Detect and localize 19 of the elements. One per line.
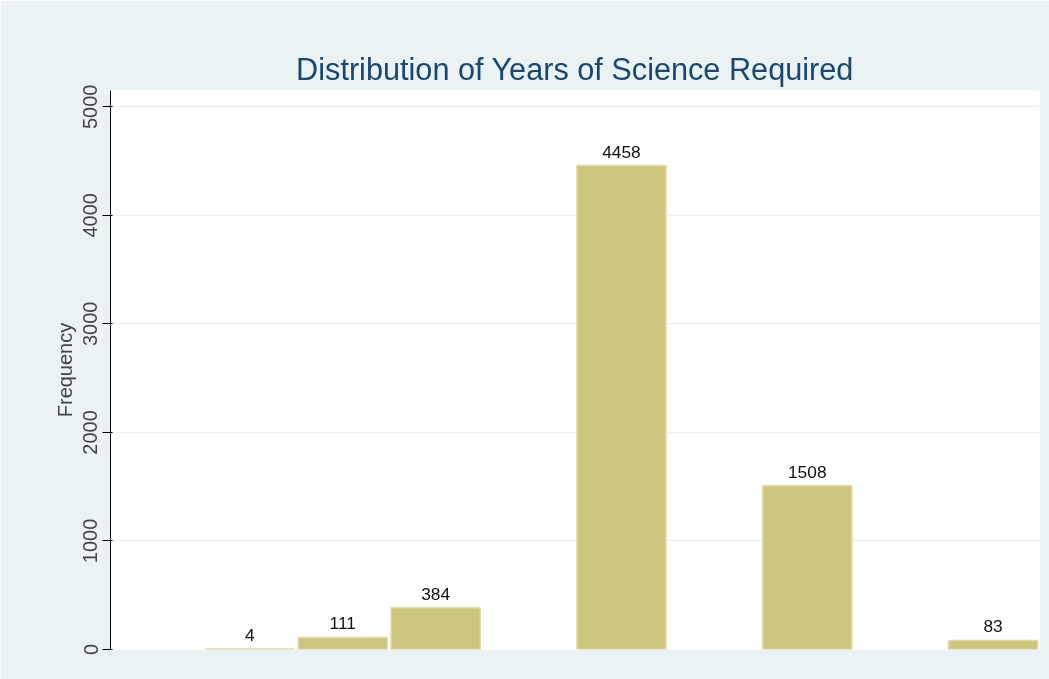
data-label: 384: [421, 583, 451, 604]
bar: [576, 164, 667, 650]
bar: [390, 607, 481, 650]
chart-title: Distribution of Years of Science Required: [296, 51, 854, 87]
bar: [947, 639, 1039, 650]
y-tick-label: 0: [79, 643, 102, 656]
y-tick-label: 3000: [79, 301, 102, 347]
data-label: 4: [245, 625, 256, 646]
data-label: 111: [329, 613, 356, 634]
y-tick-label: 2000: [79, 410, 102, 455]
bar: [761, 485, 853, 650]
data-label: 83: [983, 616, 1003, 637]
y-tick-label: 1000: [79, 518, 102, 564]
y-axis-title: Frequency: [53, 322, 76, 418]
data-label: 1508: [787, 461, 827, 482]
bar: [297, 636, 389, 650]
y-tick-label: 5000: [79, 84, 102, 130]
y-tick-label: 4000: [79, 193, 102, 238]
data-label: 4458: [602, 141, 641, 162]
